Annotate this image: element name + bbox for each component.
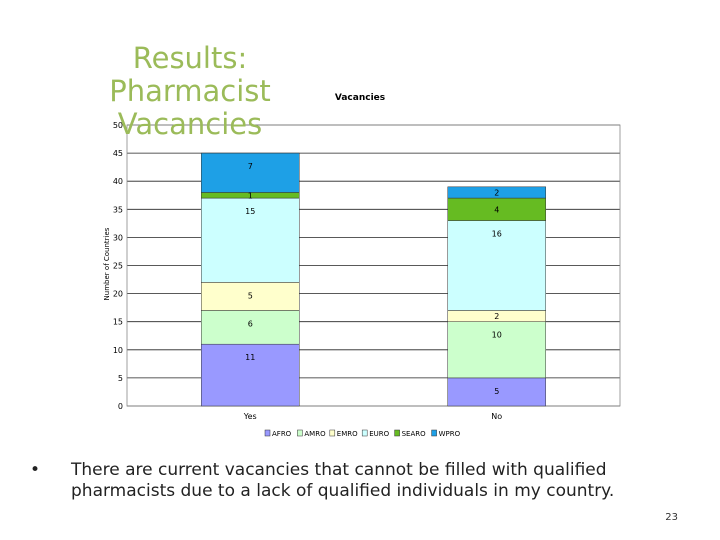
data-label: 1 — [248, 191, 253, 200]
data-label: 15 — [245, 207, 255, 216]
data-label: 2 — [494, 188, 499, 197]
data-label: 10 — [492, 331, 502, 340]
y-tick-label: 0 — [118, 402, 123, 411]
y-tick-label: 45 — [113, 149, 123, 158]
y-tick-label: 25 — [113, 262, 123, 271]
slide-title: Results: Pharmacist Vacancies — [109, 41, 271, 141]
data-label: 4 — [494, 205, 499, 214]
data-label: 2 — [494, 312, 499, 321]
bar-afro-yes — [201, 343, 300, 407]
bar-labels: 11 6 5 15 1 7 5 10 2 16 4 2 — [245, 162, 502, 396]
bar-amro-no — [447, 321, 546, 379]
bar-euro-yes — [201, 197, 300, 283]
legend-label-wpro: WPRO — [439, 430, 461, 438]
y-tick-label: 15 — [113, 318, 123, 327]
bar-amro-yes — [201, 310, 300, 345]
data-label: 6 — [248, 319, 253, 328]
x-tick-label: No — [491, 412, 502, 421]
plot-area — [126, 124, 621, 407]
y-axis-label: Number of Countries — [103, 227, 111, 300]
bullet-text: There are current vacancies that cannot … — [71, 460, 615, 501]
legend-swatch-wpro — [431, 429, 437, 437]
bar-wpro-no — [447, 186, 546, 199]
chart-title: Vacancies — [335, 93, 385, 103]
bullet-symbol: • — [30, 460, 41, 480]
x-tick-label: Yes — [243, 412, 257, 421]
legend-swatch-searo — [394, 429, 400, 437]
bars — [201, 152, 546, 407]
y-tick-label: 50 — [113, 121, 123, 130]
legend-label-emro: EMRO — [337, 430, 358, 438]
bar-emro-yes — [201, 282, 300, 311]
legend-label-euro: EURO — [369, 430, 389, 438]
vacancies-chart: 0 5 10 15 20 25 30 35 40 45 50 11 6 5 15 1 7 5 10 2 16 4 2 Ye… — [103, 93, 621, 438]
y-tick-label: 30 — [113, 233, 123, 242]
legend-swatch-afro — [264, 429, 271, 437]
legend: AFRO AMRO EMRO EURO SEARO WPRO — [264, 429, 461, 438]
legend-swatch-emro — [329, 429, 336, 437]
legend-label-afro: AFRO — [272, 430, 292, 438]
data-label: 11 — [245, 353, 255, 362]
x-axis: Yes No — [243, 412, 503, 421]
data-label: 5 — [494, 387, 499, 396]
data-label: 5 — [248, 291, 253, 300]
y-tick-label: 10 — [113, 346, 123, 355]
y-tick-label: 35 — [113, 205, 123, 214]
bar-afro-no — [447, 377, 546, 407]
bar-wpro-yes — [201, 152, 300, 193]
y-tick-label: 40 — [113, 177, 123, 186]
bar-euro-no — [447, 220, 546, 311]
legend-swatch-euro — [361, 429, 368, 437]
data-label: 16 — [492, 230, 502, 239]
legend-label-searo: SEARO — [402, 430, 427, 438]
y-tick-label: 5 — [118, 374, 123, 383]
legend-swatch-amro — [297, 429, 303, 437]
legend-label-amro: AMRO — [304, 430, 326, 438]
grid-lines — [127, 124, 620, 407]
page-number: 23 — [665, 512, 678, 523]
y-tick-label: 20 — [113, 290, 123, 299]
data-label: 7 — [248, 162, 253, 171]
